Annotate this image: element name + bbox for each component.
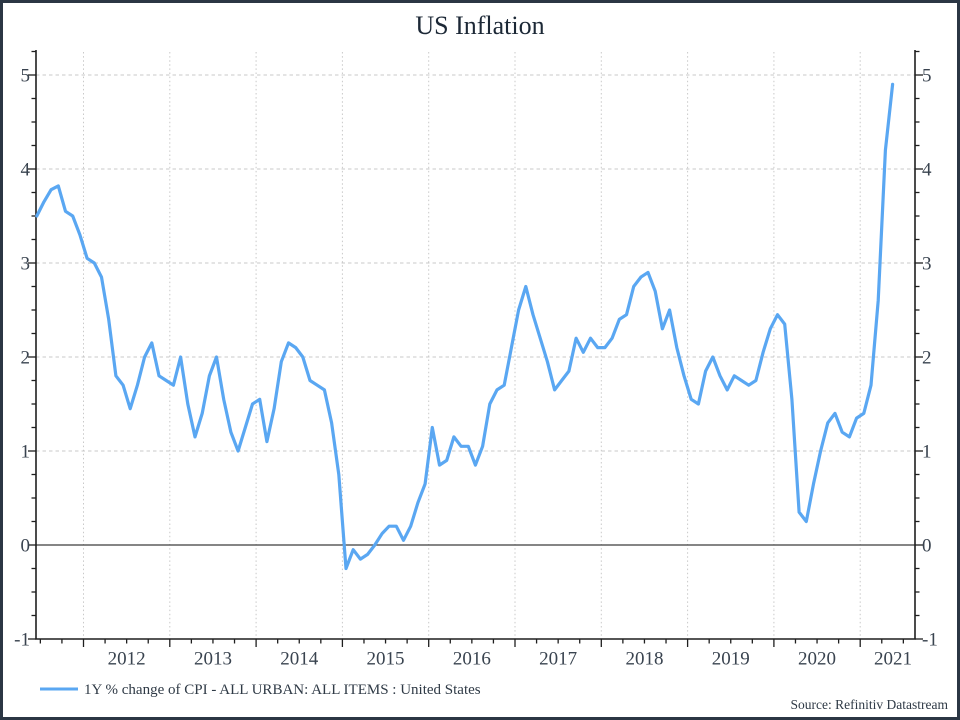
legend: 1Y % change of CPI - ALL URBAN: ALL ITEM… <box>40 682 481 698</box>
y-axis-label-right: 4 <box>922 160 932 181</box>
y-axis-label-left: -1 <box>14 630 30 651</box>
x-axis-label: 2017 <box>539 649 577 670</box>
x-axis-label: 2012 <box>108 649 146 670</box>
chart-title: US Inflation <box>415 11 544 40</box>
y-axis-label-right: 0 <box>922 536 932 557</box>
x-axis-label: 2013 <box>194 649 232 670</box>
x-axis-label: 2018 <box>625 649 663 670</box>
x-axis-label: 2014 <box>280 649 319 670</box>
axis-line <box>35 50 916 640</box>
y-axis-label-left: 3 <box>21 254 31 275</box>
gridlines <box>36 52 915 639</box>
cpi-line <box>35 82 895 571</box>
y-axis-label-right: -1 <box>922 630 938 651</box>
y-axis-label-right: 5 <box>922 66 932 87</box>
axis-ticks <box>28 50 923 647</box>
y-axis-label-right: 2 <box>922 348 932 369</box>
y-axis-label-left: 0 <box>21 536 31 557</box>
x-axis-label: 2015 <box>367 649 405 670</box>
y-axis-label-left: 4 <box>21 160 31 181</box>
axis-tick-labels: -1 -1 0 0 1 1 2 2 3 3 4 4 5 5 2012 2013 2014 2015 2016 2017… <box>14 66 938 670</box>
x-axis-label: 2021 <box>874 649 912 670</box>
x-axis-label: 2016 <box>453 649 491 670</box>
data-series <box>35 82 895 571</box>
y-axis-label-right: 1 <box>922 442 932 463</box>
x-axis-label: 2019 <box>712 649 750 670</box>
axes <box>35 50 916 640</box>
y-axis-label-left: 2 <box>21 348 31 369</box>
y-axis-label-right: 3 <box>922 254 932 275</box>
x-axis-label: 2020 <box>798 649 836 670</box>
legend-label: 1Y % change of CPI - ALL URBAN: ALL ITEM… <box>84 682 481 698</box>
source-note: Source: Refinitiv Datastream <box>791 697 949 712</box>
y-axis-label-left: 5 <box>21 66 31 87</box>
y-axis-label-left: 1 <box>21 442 31 463</box>
